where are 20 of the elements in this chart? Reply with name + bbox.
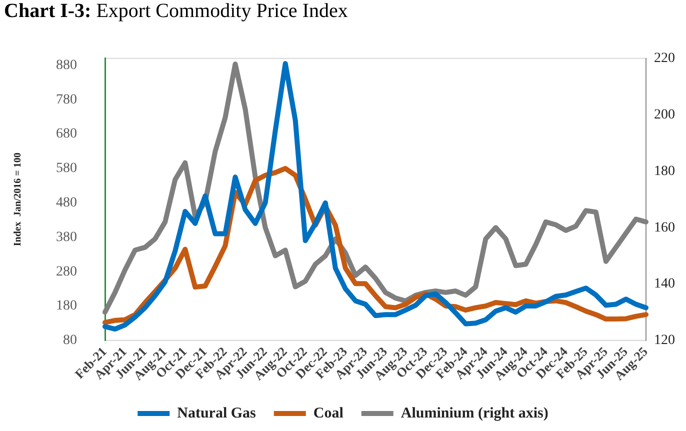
y2-tick-label: 200 <box>654 107 675 122</box>
y-tick-label: 880 <box>56 58 77 73</box>
legend-label: Aluminium (right axis) <box>400 405 548 422</box>
y-tick-label: 580 <box>56 161 77 176</box>
y-axis-title: Index Jan/2016 = 100 <box>12 152 24 246</box>
y-tick-label: 780 <box>56 92 77 108</box>
y2-tick-label: 160 <box>654 220 675 236</box>
y2-tick-label: 120 <box>654 333 675 348</box>
y-tick-label: 380 <box>56 230 77 245</box>
y-tick-label: 480 <box>56 195 77 210</box>
y-tick-label: 280 <box>56 264 77 280</box>
y-tick-label: 680 <box>56 126 77 142</box>
y2-tick-label: 140 <box>654 276 675 292</box>
y-tick-label: 180 <box>56 298 77 314</box>
legend-label: Coal <box>313 405 344 422</box>
y2-tick-label: 180 <box>654 164 675 179</box>
y-tick-label: 80 <box>63 333 77 348</box>
y2-tick-label: 220 <box>654 51 675 66</box>
legend-label: Natural Gas <box>177 405 256 422</box>
chart-title: Chart I-3: Export Commodity Price Index <box>3 0 349 22</box>
